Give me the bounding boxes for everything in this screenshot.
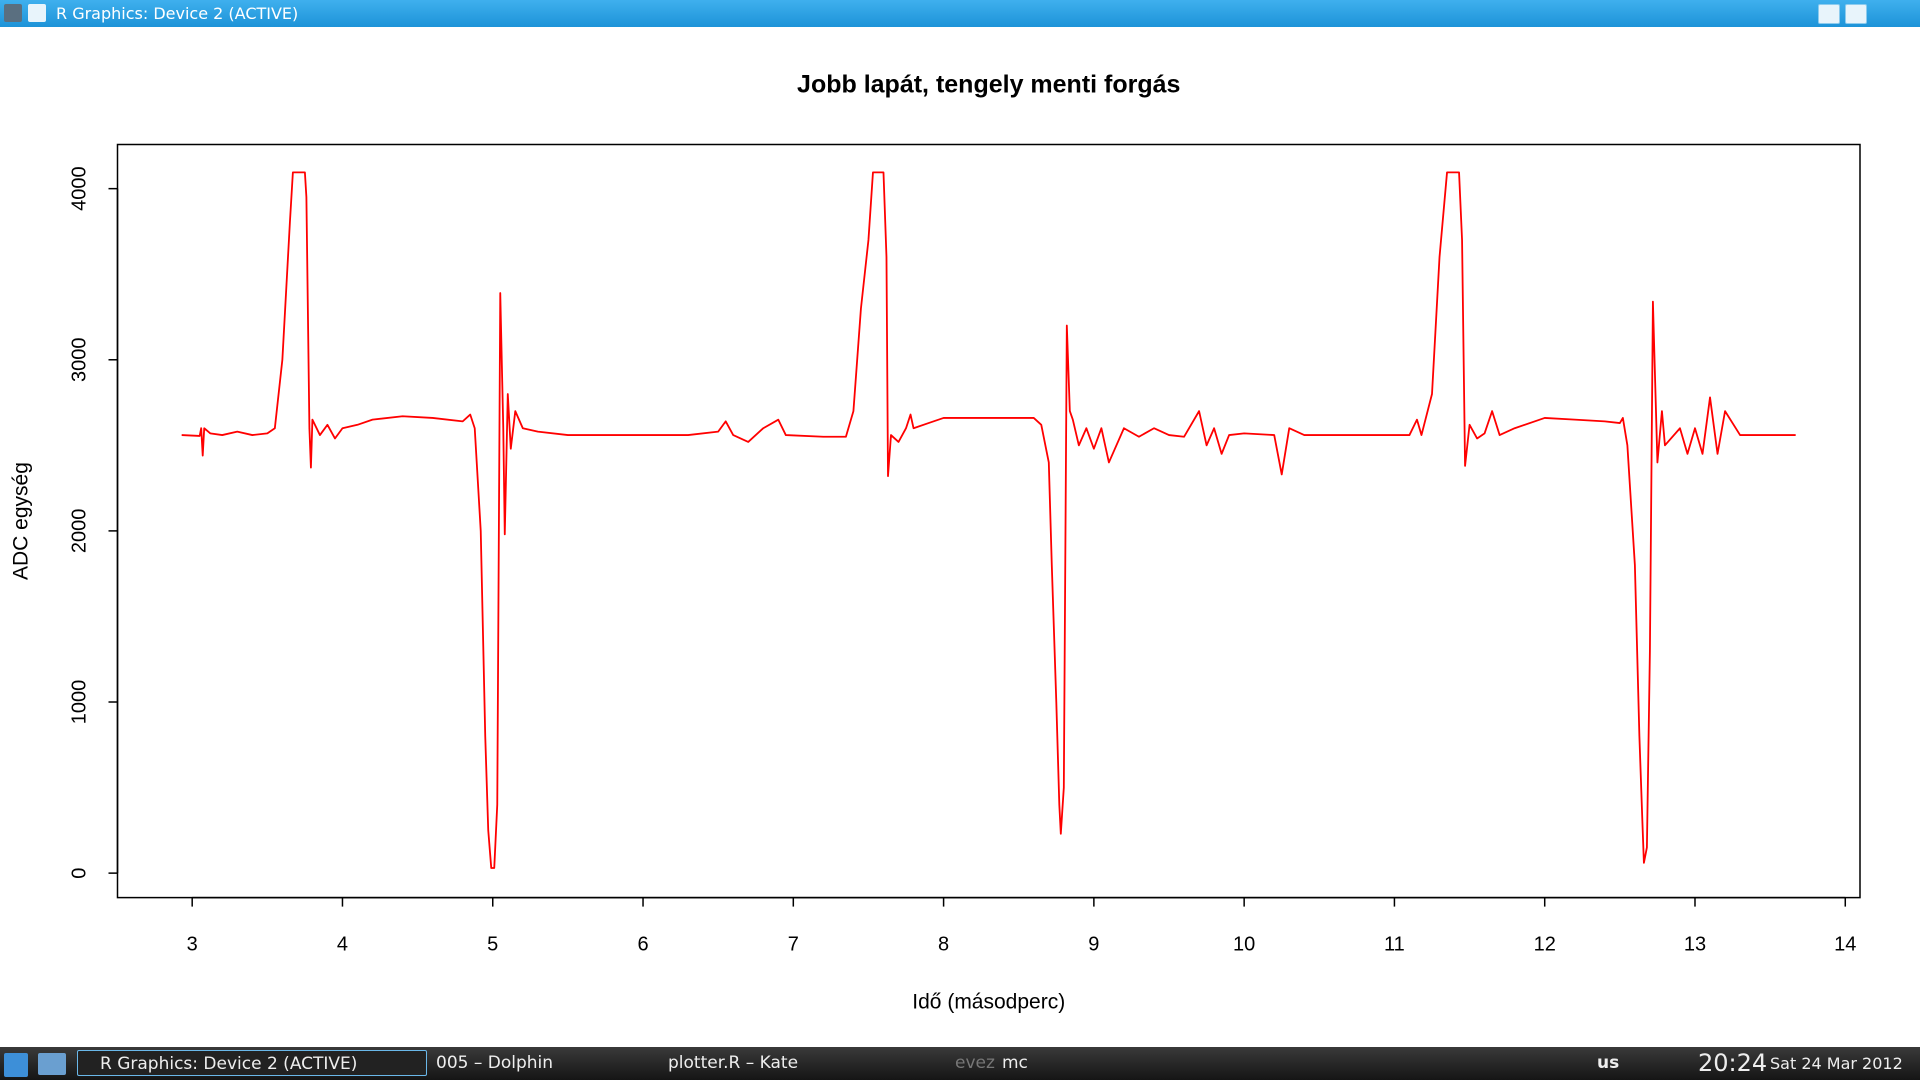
window-title: R Graphics: Device 2 (ACTIVE) (56, 4, 299, 23)
maximize-button[interactable] (1845, 4, 1867, 24)
r-graphics-window: Jobb lapát, tengely menti forgás Idő (más… (10, 71, 1861, 1014)
chart-title: Jobb lapát, tengely menti forgás (797, 71, 1180, 99)
x-tick-label: 10 (1233, 933, 1255, 955)
plot-box (116, 143, 1861, 899)
x-tick-label: 9 (1088, 933, 1099, 955)
y-tick-label: 3000 (68, 338, 90, 383)
y-tick-label: 2000 (68, 509, 90, 554)
folder-icon[interactable] (38, 1053, 66, 1075)
keyboard-layout[interactable]: us (1597, 1053, 1620, 1073)
x-axis-label: Idő (másodperc) (912, 991, 1065, 1014)
y-axis-label: ADC egység (10, 462, 33, 580)
x-tick-label: 5 (487, 933, 498, 955)
data-line (181, 171, 1796, 869)
x-tick-label: 13 (1684, 933, 1706, 955)
x-tick-label: 14 (1834, 933, 1856, 955)
menu-button[interactable] (28, 4, 46, 22)
task-button[interactable]: mc (1002, 1053, 1028, 1073)
clock-time[interactable]: 20:24 (1698, 1049, 1768, 1077)
app-icon (4, 4, 22, 22)
x-tick-label: 12 (1534, 933, 1556, 955)
x-tick-label: 6 (637, 933, 648, 955)
y-tick-label: 0 (68, 868, 90, 879)
minimize-button[interactable] (1818, 4, 1840, 24)
kde-menu[interactable] (4, 1053, 28, 1077)
task-button[interactable]: plotter.R – Kate (668, 1053, 799, 1073)
x-tick-label: 8 (938, 933, 949, 955)
task-button[interactable]: R Graphics: Device 2 (ACTIVE) (77, 1050, 427, 1076)
y-tick-label: 4000 (68, 166, 90, 211)
x-tick-label: 4 (337, 933, 348, 955)
x-tick-label: 7 (788, 933, 799, 955)
task-button[interactable]: evez (955, 1053, 995, 1073)
taskbar: R Graphics: Device 2 (ACTIVE) 005 – Dolp… (0, 1047, 1920, 1080)
x-tick-label: 11 (1384, 933, 1405, 955)
y-tick-label: 1000 (68, 680, 90, 725)
window-titlebar: R Graphics: Device 2 (ACTIVE) (0, 0, 1920, 27)
task-button[interactable]: 005 – Dolphin (436, 1053, 554, 1073)
x-tick-label: 3 (187, 933, 198, 955)
clock-date[interactable]: Sat 24 Mar 2012 (1770, 1054, 1903, 1073)
